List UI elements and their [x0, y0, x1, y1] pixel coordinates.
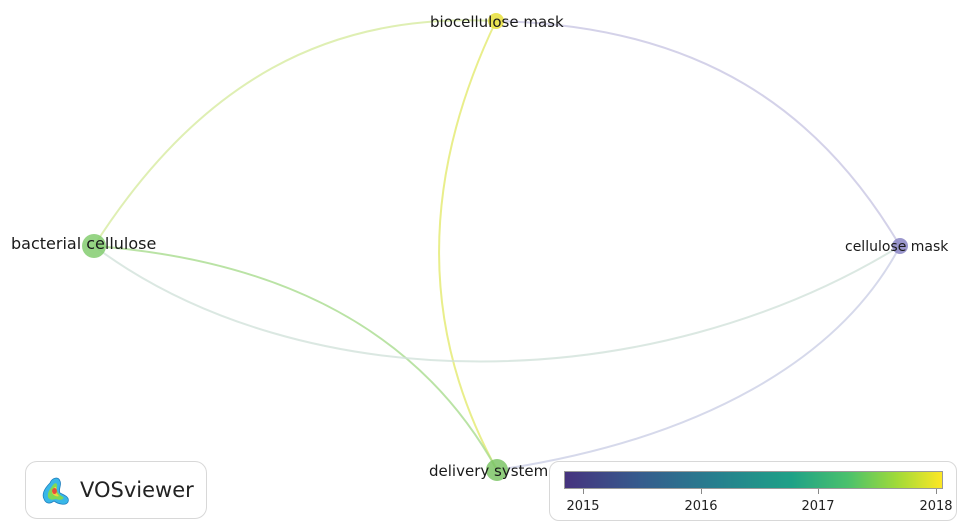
overlay-color-scale: 2015 2016 2017 2018: [549, 461, 957, 521]
scale-tick: [583, 489, 584, 494]
scale-label-2015: 2015: [566, 499, 600, 514]
scale-label-2018: 2018: [919, 499, 953, 514]
vosviewer-logo-text: VOSviewer: [80, 477, 194, 502]
vosviewer-logo-icon: [42, 477, 69, 505]
links-layer: [93, 19, 901, 471]
link-biocellulose-cellulose: [495, 20, 901, 247]
color-gradient-bar: [564, 471, 943, 489]
node-biocellulose-mask[interactable]: [488, 13, 504, 29]
node-bacterial-cellulose[interactable]: [82, 234, 106, 258]
node-label-biocellulose-mask[interactable]: biocellulose mask: [430, 13, 564, 31]
node-label-delivery-system[interactable]: delivery system: [429, 462, 549, 480]
link-biocellulose-delivery: [438, 20, 498, 471]
link-delivery-cellulose: [496, 245, 901, 471]
node-cellulose-mask[interactable]: [892, 238, 908, 254]
scale-label-2017: 2017: [801, 499, 835, 514]
nodes-layer: [82, 13, 908, 481]
node-delivery-system[interactable]: [486, 459, 508, 481]
link-bacterial-cellulose: [93, 245, 901, 363]
scale-tick: [818, 489, 819, 494]
node-label-cellulose-mask[interactable]: cellulose mask: [845, 239, 949, 255]
vosviewer-logo: VOSviewer: [25, 461, 207, 519]
scale-tick: [936, 489, 937, 494]
scale-label-2016: 2016: [684, 499, 718, 514]
link-bacterial-biocellulose: [93, 19, 497, 247]
node-label-bacterial-cellulose[interactable]: bacterial cellulose: [11, 234, 157, 253]
link-bacterial-delivery: [93, 245, 498, 471]
scale-tick: [701, 489, 702, 494]
